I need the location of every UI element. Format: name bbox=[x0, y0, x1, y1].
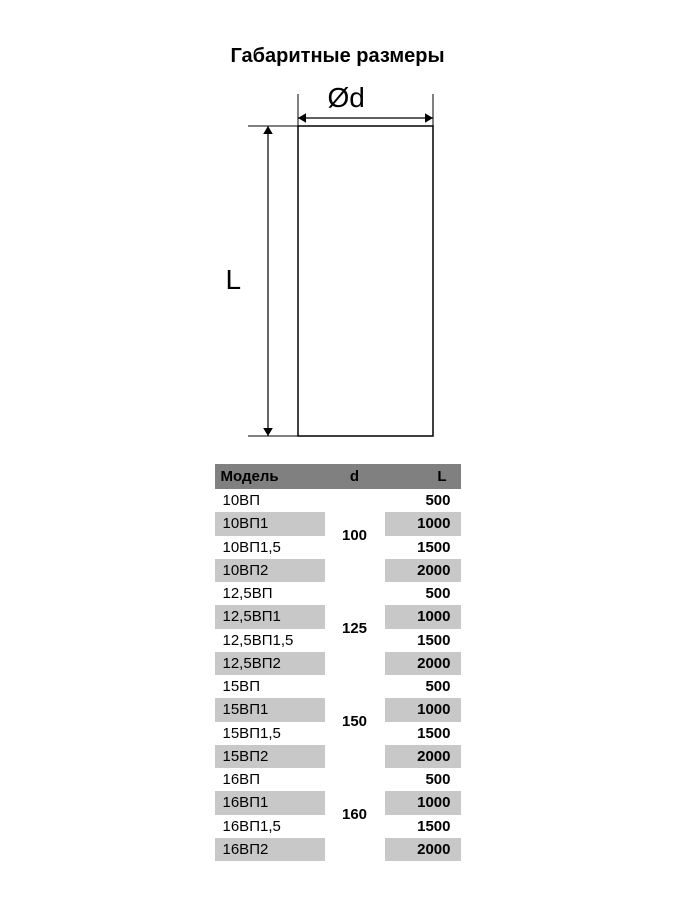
cell-L: 2000 bbox=[385, 838, 461, 861]
cell-L: 500 bbox=[385, 582, 461, 605]
table-row: 15ВП150500 bbox=[215, 675, 461, 698]
table-row: 16ВП160500 bbox=[215, 768, 461, 791]
dimension-diagram: Ød L bbox=[208, 86, 468, 446]
cell-L: 500 bbox=[385, 489, 461, 512]
cell-L: 1000 bbox=[385, 512, 461, 535]
cell-L: 1500 bbox=[385, 815, 461, 838]
cell-model: 10ВП2 bbox=[215, 559, 325, 582]
diagram-svg bbox=[208, 86, 468, 446]
cell-model: 16ВП2 bbox=[215, 838, 325, 861]
cell-model: 12,5ВП1 bbox=[215, 605, 325, 628]
cell-L: 1000 bbox=[385, 605, 461, 628]
cell-model: 15ВП1 bbox=[215, 698, 325, 721]
length-label: L bbox=[226, 264, 242, 296]
header-model: Модель bbox=[215, 464, 325, 489]
header-d: d bbox=[325, 464, 385, 489]
cell-model: 16ВП1 bbox=[215, 791, 325, 814]
cell-L: 1500 bbox=[385, 536, 461, 559]
cell-L: 500 bbox=[385, 675, 461, 698]
cell-model: 10ВП1,5 bbox=[215, 536, 325, 559]
cell-d: 100 bbox=[325, 489, 385, 582]
cell-model: 12,5ВП1,5 bbox=[215, 629, 325, 652]
cell-L: 2000 bbox=[385, 745, 461, 768]
cell-model: 16ВП1,5 bbox=[215, 815, 325, 838]
cell-model: 10ВП bbox=[215, 489, 325, 512]
cell-model: 15ВП2 bbox=[215, 745, 325, 768]
cell-L: 1500 bbox=[385, 722, 461, 745]
cell-d: 160 bbox=[325, 768, 385, 861]
cell-model: 12,5ВП2 bbox=[215, 652, 325, 675]
page-title: Габаритные размеры bbox=[230, 45, 444, 68]
table-row: 10ВП100500 bbox=[215, 489, 461, 512]
cell-L: 1500 bbox=[385, 629, 461, 652]
page-container: Габаритные размеры Ød L Модель d L 10ВП1… bbox=[0, 0, 675, 861]
diameter-label: Ød bbox=[328, 82, 365, 114]
cell-model: 15ВП bbox=[215, 675, 325, 698]
cell-d: 125 bbox=[325, 582, 385, 675]
table-header-row: Модель d L bbox=[215, 464, 461, 489]
cell-L: 1000 bbox=[385, 698, 461, 721]
cell-model: 16ВП bbox=[215, 768, 325, 791]
cell-model: 15ВП1,5 bbox=[215, 722, 325, 745]
cell-L: 500 bbox=[385, 768, 461, 791]
cell-model: 12,5ВП bbox=[215, 582, 325, 605]
cell-L: 2000 bbox=[385, 652, 461, 675]
cell-d: 150 bbox=[325, 675, 385, 768]
cell-L: 2000 bbox=[385, 559, 461, 582]
table-row: 12,5ВП125500 bbox=[215, 582, 461, 605]
dimensions-table: Модель d L 10ВП10050010ВП1100010ВП1,5150… bbox=[215, 464, 461, 861]
cell-L: 1000 bbox=[385, 791, 461, 814]
header-L: L bbox=[385, 464, 461, 489]
cell-model: 10ВП1 bbox=[215, 512, 325, 535]
